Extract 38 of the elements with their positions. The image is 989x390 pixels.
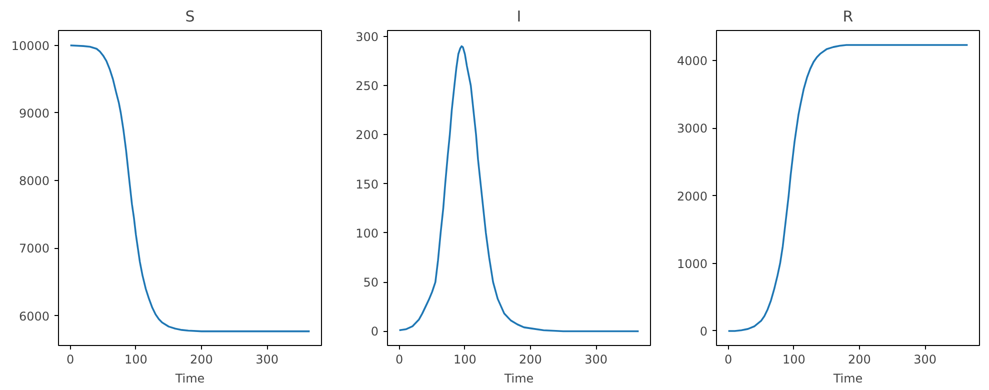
y-tick-label: 6000 [18, 309, 50, 324]
x-tick-label: 200 [190, 352, 213, 366]
x-tick-label: 100 [124, 352, 148, 366]
x-tick-label: 100 [453, 352, 476, 366]
y-tick-label: 200 [356, 128, 378, 142]
y-tick-label: 3000 [676, 122, 708, 136]
y-tick-label: 250 [356, 79, 378, 94]
y-tick-label: 10000 [11, 38, 50, 53]
y-tick-label: 9000 [18, 106, 50, 120]
chart-title: R [842, 8, 854, 26]
line-series [69, 44, 311, 332]
x-tick-label: 300 [914, 352, 937, 366]
line-series [398, 45, 640, 332]
x-tick-label: 0 [395, 352, 404, 366]
x-tick-label: 100 [782, 352, 806, 366]
x-axis-title: Time [832, 372, 863, 386]
y-tick-label: 0 [700, 324, 708, 338]
x-tick-label: 0 [66, 352, 74, 366]
y-tick-label: 150 [356, 177, 378, 192]
chart-title: S [185, 8, 195, 26]
y-tick-label: 4000 [676, 54, 708, 68]
y-tick-label: 100 [356, 226, 378, 240]
y-tick-label: 7000 [18, 242, 50, 256]
x-tick-label: 200 [519, 352, 542, 366]
y-tick-label: 1000 [676, 256, 708, 271]
chart-title: I [516, 8, 522, 26]
y-tick-label: 2000 [676, 189, 708, 204]
x-tick-label: 0 [724, 352, 732, 366]
y-tick-label: 0 [370, 324, 379, 339]
x-axis-title: Time [503, 372, 534, 386]
y-tick-label: 50 [363, 276, 379, 290]
line-series [727, 44, 969, 332]
y-tick-label: 300 [356, 30, 378, 44]
y-tick-label: 8000 [18, 174, 50, 188]
x-tick-label: 200 [848, 352, 871, 366]
x-tick-label: 300 [584, 352, 608, 366]
x-tick-label: 300 [256, 352, 279, 366]
x-axis-title: Time [174, 372, 205, 386]
